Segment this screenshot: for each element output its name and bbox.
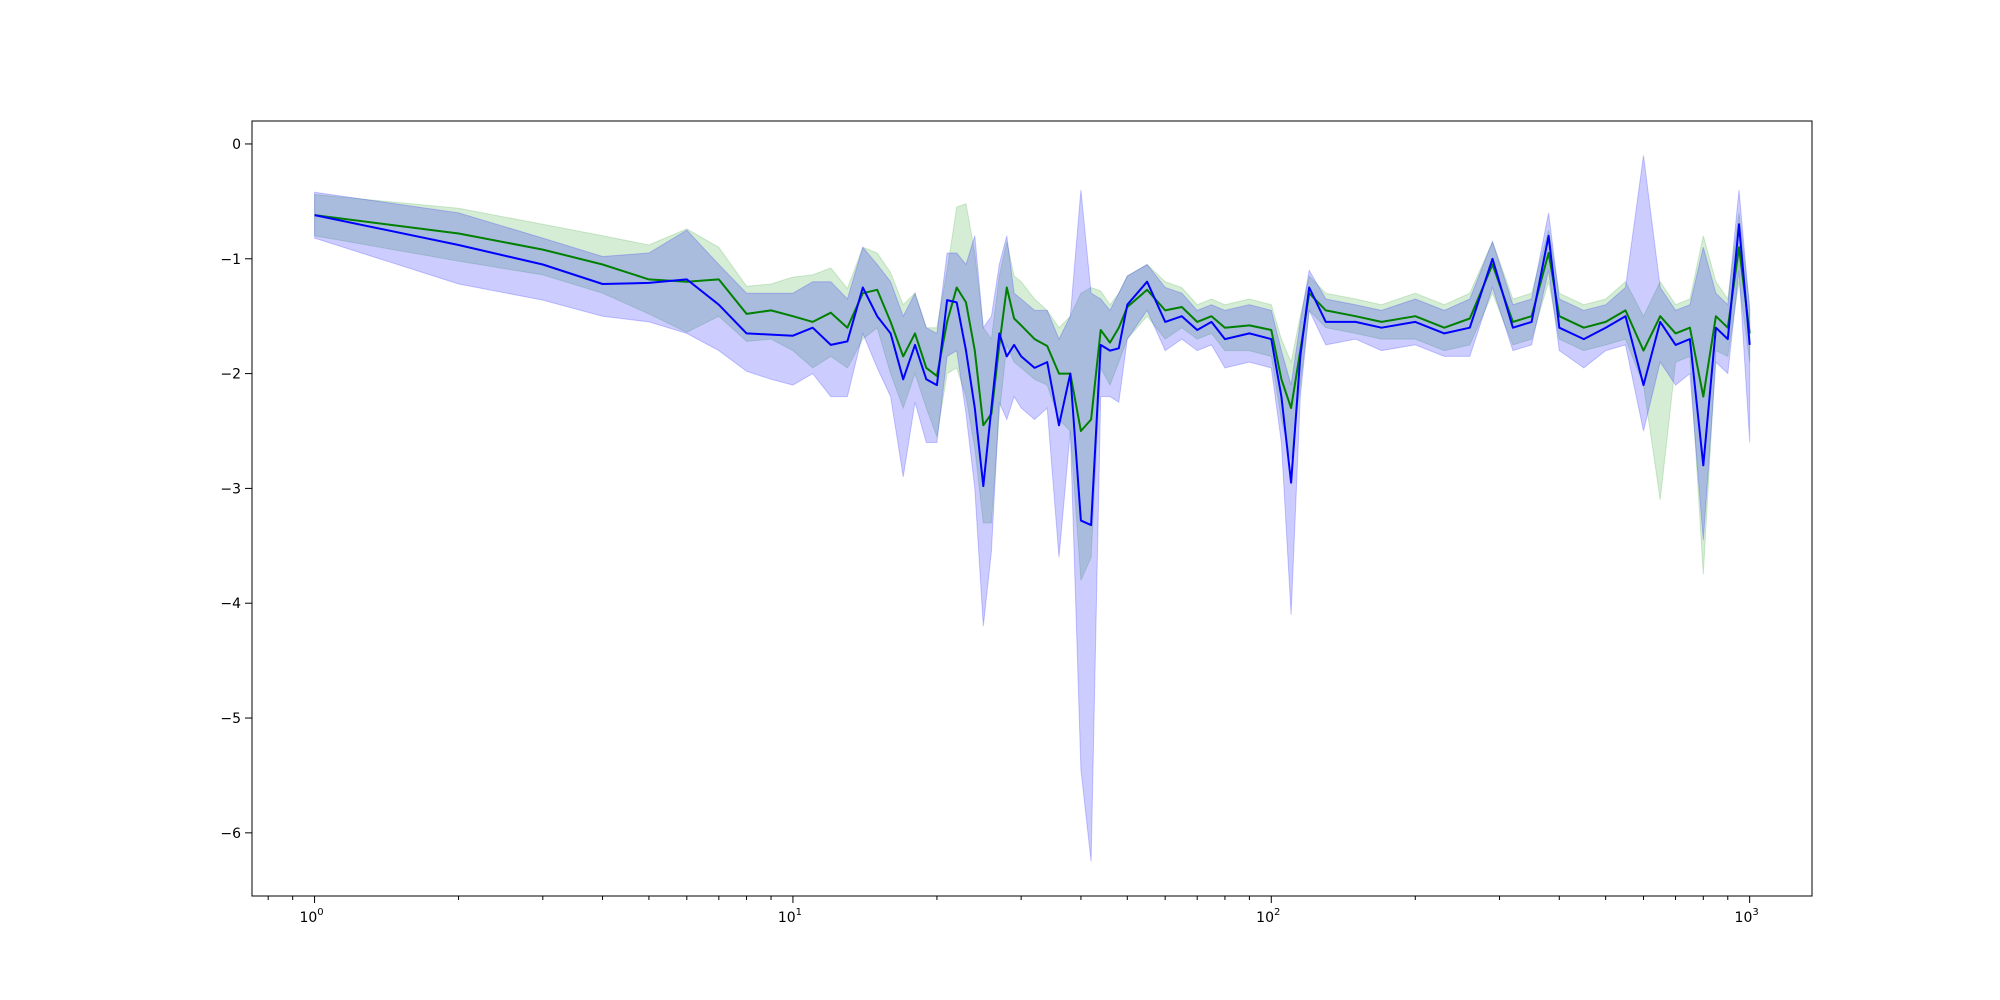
- y-tick-label: −2: [220, 367, 241, 383]
- series-2-band: [314, 155, 1751, 862]
- x-tick-label: 103: [1735, 907, 1759, 926]
- confidence-bands: [314, 155, 1751, 862]
- y-tick-label: −3: [220, 481, 241, 497]
- x-tick-label: 102: [1256, 907, 1280, 926]
- plot-area-frame: [251, 120, 1813, 897]
- x-tick-label: 101: [778, 907, 802, 926]
- y-tick-label: 0: [232, 137, 241, 153]
- y-tick-label: −5: [220, 711, 241, 727]
- y-tick-label: −1: [220, 252, 241, 268]
- x-tick-label: 100: [299, 907, 323, 926]
- y-tick-label: −6: [220, 826, 241, 842]
- y-tick-label: −4: [220, 596, 241, 612]
- x-axis: 100 101 102 103: [267, 896, 1759, 926]
- series-2-line: [314, 214, 1751, 527]
- y-axis: 0 −1 −2 −3 −4 −5 −6: [220, 137, 252, 842]
- series-1-band: [314, 193, 1751, 581]
- series-lines: [314, 214, 1751, 527]
